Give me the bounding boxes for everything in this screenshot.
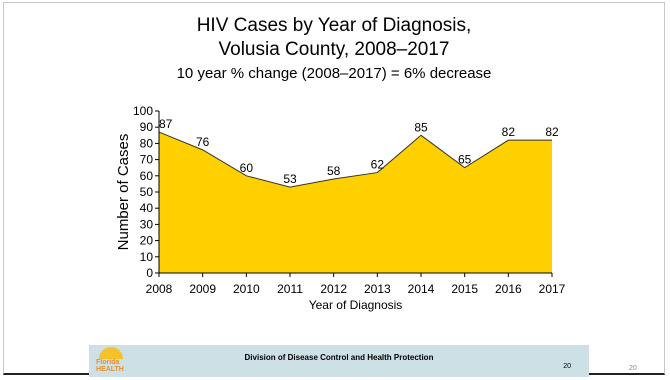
x-tick-label: 2008 bbox=[146, 282, 173, 296]
chart-subtitle: 10 year % change (2008–2017) = 6% decrea… bbox=[176, 65, 492, 82]
y-tick-label: 0 bbox=[146, 266, 153, 280]
y-tick-label: 70 bbox=[140, 153, 154, 167]
data-label: 53 bbox=[283, 172, 297, 186]
x-tick-label: 2010 bbox=[233, 282, 260, 296]
x-tick-label: 2016 bbox=[495, 282, 522, 296]
data-label: 82 bbox=[545, 125, 559, 139]
x-tick-label: 2011 bbox=[277, 282, 303, 296]
y-tick-label: 60 bbox=[140, 169, 154, 183]
slide: HIV Cases by Year of Diagnosis, Volusia … bbox=[3, 2, 665, 377]
x-tick-label: 2014 bbox=[408, 282, 435, 296]
area-chart: 0 10 20 30 40 50 60 70 80 90 100 2008 2009 2010 2011 20… bbox=[115, 104, 566, 312]
chart-title-line2: Volusia County, 2008–2017 bbox=[218, 39, 450, 60]
footer-division-text: Division of Disease Control and Health P… bbox=[244, 353, 434, 362]
chart-title: HIV Cases by Year of Diagnosis, bbox=[196, 15, 472, 36]
x-tick-label: 2017 bbox=[539, 282, 566, 296]
florida-health-logo: Florida HEALTH bbox=[96, 347, 126, 375]
logo-text-florida: Florida bbox=[96, 359, 120, 366]
y-tick-label: 80 bbox=[140, 136, 154, 150]
area-line bbox=[158, 131, 552, 188]
y-tick-label: 30 bbox=[140, 217, 154, 231]
y-tick-label: 40 bbox=[140, 201, 154, 215]
x-tick-label: 2013 bbox=[364, 282, 391, 296]
footer-bar: Florida HEALTH Division of Disease Contr… bbox=[89, 345, 589, 377]
y-tick-label: 90 bbox=[140, 120, 154, 134]
data-label: 62 bbox=[371, 158, 385, 172]
data-label: 85 bbox=[414, 120, 428, 134]
area-fill bbox=[159, 132, 552, 273]
logo-text-health: HEALTH bbox=[96, 366, 124, 373]
y-tick-label: 10 bbox=[140, 250, 154, 264]
data-label: 65 bbox=[458, 153, 472, 167]
slide-number: 20 bbox=[629, 365, 637, 372]
x-tick-label: 2015 bbox=[451, 282, 478, 296]
y-tick-label: 50 bbox=[140, 185, 154, 199]
data-label: 87 bbox=[159, 117, 173, 131]
data-label: 82 bbox=[502, 125, 516, 139]
y-tick-label: 100 bbox=[133, 104, 153, 118]
data-label: 58 bbox=[327, 164, 341, 178]
x-tick-label: 2009 bbox=[189, 282, 216, 296]
sun-icon bbox=[99, 347, 123, 359]
y-tick-label: 20 bbox=[140, 234, 154, 248]
footer-page-number: 20 bbox=[563, 363, 571, 370]
data-label: 76 bbox=[196, 135, 210, 149]
data-label: 60 bbox=[240, 161, 254, 175]
x-axis-label: Year of Diagnosis bbox=[309, 298, 403, 312]
x-tick-label: 2012 bbox=[320, 282, 347, 296]
y-axis-label: Number of Cases bbox=[115, 134, 132, 251]
